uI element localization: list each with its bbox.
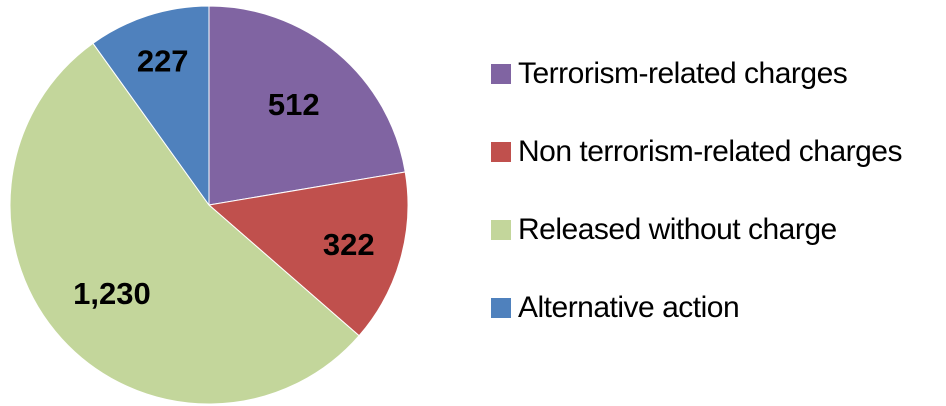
legend-swatch-3 xyxy=(491,220,511,240)
pie-value-label-3: 1,230 xyxy=(73,276,151,311)
legend-swatch-1 xyxy=(491,64,511,84)
legend-label-3: Released without charge xyxy=(518,212,837,248)
legend-item-4: Alternative action xyxy=(491,290,946,368)
legend-item-2: Non terrorism-related charges xyxy=(491,134,946,212)
pie-plot-area: 512 322 1,230 227 xyxy=(0,0,420,406)
legend-item-3: Released without charge xyxy=(491,212,946,290)
legend-swatch-2 xyxy=(491,142,511,162)
pie-value-label-1: 512 xyxy=(268,87,320,122)
legend-item-1: Terrorism-related charges xyxy=(491,56,946,134)
pie-value-label-2: 322 xyxy=(323,227,375,262)
chart-legend: Terrorism-related charges Non terrorism-r… xyxy=(491,56,946,368)
pie-slices xyxy=(10,6,408,404)
legend-swatch-4 xyxy=(491,298,511,318)
pie-value-label-4: 227 xyxy=(137,44,189,79)
legend-label-2: Non terrorism-related charges xyxy=(518,134,902,170)
legend-label-4: Alternative action xyxy=(518,290,739,326)
legend-label-1: Terrorism-related charges xyxy=(518,56,847,92)
